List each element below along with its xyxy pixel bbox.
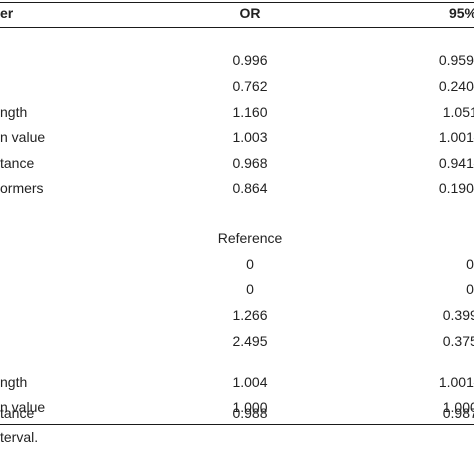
row-or: 0.864: [232, 180, 268, 196]
header-variable: er: [0, 5, 14, 21]
bottom-rule: [0, 424, 474, 425]
row-ci: 1.051–1.: [442, 104, 474, 120]
row-label: n value: [0, 129, 46, 145]
row-label: ngth: [0, 374, 28, 390]
table-footnote: terval.: [0, 429, 39, 445]
row-or: 1.003: [232, 129, 268, 145]
row-or: 1.160: [232, 104, 268, 120]
row-ci: 0: [466, 256, 474, 272]
row-or: 0: [246, 256, 254, 272]
row-or: 1.000: [232, 399, 268, 415]
row-ci: 1.000–1.: [442, 399, 474, 415]
header-rule: [0, 27, 474, 28]
row-or: 0.762: [232, 78, 268, 94]
row-label: tance: [0, 405, 35, 421]
row-ci: 0.987–0.: [442, 405, 474, 421]
row-or: 0: [246, 281, 254, 297]
row-or: 0.968: [232, 155, 268, 171]
row-or: 0.988: [232, 405, 268, 421]
row-ci: 1.001–1.0: [438, 129, 474, 145]
top-rule: [0, 2, 474, 3]
row-ci: 0: [466, 281, 474, 297]
row-or: 1.266: [232, 307, 268, 323]
row-ci: 0.941–0.9: [438, 155, 474, 171]
row-ci: 1.001–1.0: [438, 374, 474, 390]
row-ci: 0.375–9.: [442, 333, 474, 349]
row-label: ngth: [0, 104, 28, 120]
row-ci: 0.190–2.9: [438, 180, 474, 196]
row-ci: 0.959–1.0: [438, 52, 474, 68]
row-label: ormers: [0, 180, 44, 196]
row-ci: 0.399–4.: [442, 307, 474, 323]
row-or: 2.495: [232, 333, 268, 349]
header-ci: 95% C: [448, 5, 474, 21]
row-or: 1.004: [232, 374, 268, 390]
header-or: OR: [239, 5, 261, 21]
row-ci: 0.240–2.4: [438, 78, 474, 94]
row-label: n value: [0, 399, 46, 415]
row-label: tance: [0, 155, 35, 171]
row-or: 0.996: [232, 52, 268, 68]
row-or: Reference: [217, 230, 283, 246]
